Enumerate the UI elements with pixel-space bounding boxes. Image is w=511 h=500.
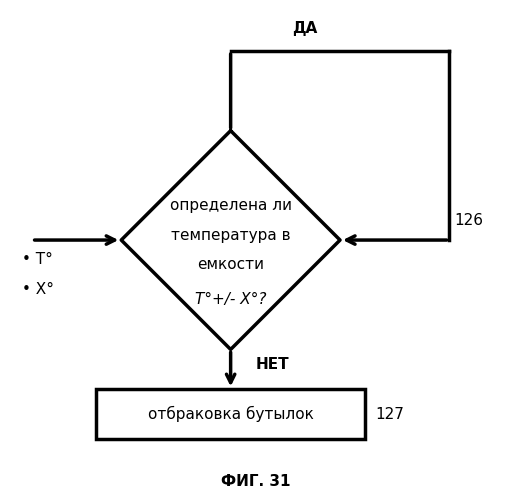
Text: ДА: ДА <box>293 21 318 36</box>
Text: 127: 127 <box>375 406 404 422</box>
Bar <box>97 389 365 439</box>
Text: T°+/- X°?: T°+/- X°? <box>195 292 266 307</box>
Text: ФИГ. 31: ФИГ. 31 <box>221 474 290 488</box>
Text: отбраковка бутылок: отбраковка бутылок <box>148 406 314 422</box>
Text: емкости: емкости <box>197 258 264 272</box>
Text: НЕТ: НЕТ <box>256 357 289 372</box>
Text: • T°: • T° <box>22 252 53 268</box>
Text: • X°: • X° <box>22 282 54 298</box>
Text: определена ли: определена ли <box>170 198 292 212</box>
Text: 126: 126 <box>454 212 483 228</box>
Text: температура в: температура в <box>171 228 290 242</box>
